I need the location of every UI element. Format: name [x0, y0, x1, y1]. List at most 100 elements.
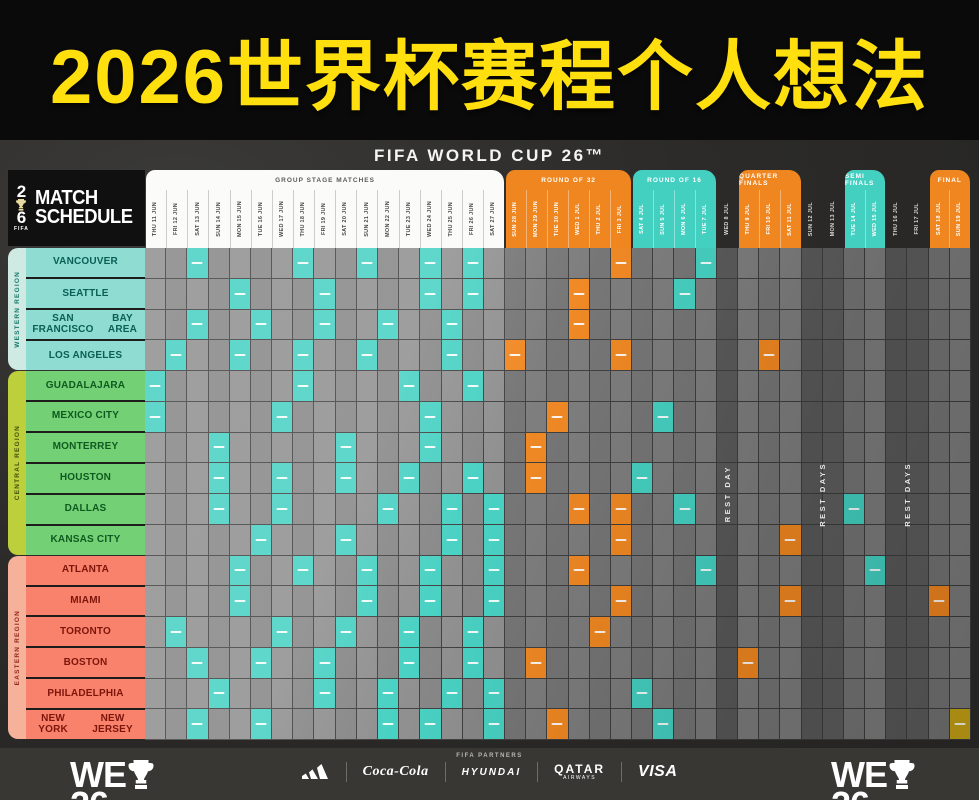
grid-cell	[505, 278, 527, 310]
city-row-boston: BOSTON	[26, 648, 145, 680]
grid-cell	[759, 494, 781, 525]
grid-cell	[674, 586, 696, 617]
grid-cell	[356, 617, 378, 648]
grid-cell	[865, 278, 887, 310]
date-cell: WED 15 JUL	[864, 190, 886, 248]
match-cell	[420, 278, 442, 310]
match-grid-cells	[145, 248, 971, 740]
grid-cell	[293, 709, 315, 740]
match-cell	[695, 248, 717, 279]
city-label: SEATTLE	[62, 287, 109, 299]
grid-cell	[272, 647, 294, 679]
grid-cell	[949, 555, 971, 587]
grid-cell	[695, 586, 717, 617]
grid-cell	[272, 248, 294, 279]
grid-cell	[843, 524, 866, 556]
grid-cell	[653, 278, 675, 310]
grid-cell	[759, 309, 781, 341]
grid-cell	[759, 524, 781, 556]
match-cell	[441, 309, 463, 341]
date-cell: SUN 19 JUL	[949, 190, 970, 248]
match-schedule-line1: MATCH	[34, 187, 98, 209]
match-cell	[250, 709, 273, 740]
date-label: SUN 14 JUN	[215, 201, 222, 237]
grid-cell	[250, 617, 273, 648]
section-dates: SAT 18 JUL SUN 19 JUL	[930, 190, 970, 248]
grid-cell	[886, 248, 908, 279]
grid-cell	[653, 309, 675, 341]
date-label: SAT 20 JUN	[342, 202, 349, 236]
date-cell: THU 18 JUN	[292, 190, 314, 248]
date-label: THU 11 JUN	[152, 201, 159, 237]
grid-cell	[780, 432, 802, 464]
match-cell	[335, 524, 357, 556]
grid-cell	[568, 678, 590, 710]
grid-cell	[250, 371, 273, 402]
grid-cell	[505, 678, 527, 710]
grid-cell	[293, 432, 315, 464]
city-row-los-angeles: LOS ANGELES	[26, 341, 145, 371]
match-cell	[483, 555, 506, 587]
grid-cell	[356, 309, 378, 341]
grid-cell	[759, 401, 781, 433]
grid-cell	[441, 463, 463, 494]
match-cell	[441, 678, 463, 710]
grid-cell	[399, 401, 421, 433]
grid-cell	[462, 309, 484, 341]
city-label: VANCOUVER	[53, 256, 118, 268]
section-dates: SUN 28 JUN MON 29 JUN TUE 30 JUN WED 1 JUL T…	[506, 190, 631, 248]
grid-cell	[547, 248, 569, 279]
date-cell: TUE 16 JUN	[250, 190, 272, 248]
grid-cell	[547, 586, 569, 617]
grid-cell	[187, 278, 209, 310]
city-label: TORONTO	[59, 625, 112, 637]
grid-cell	[483, 617, 506, 648]
grid-cell	[335, 678, 357, 710]
grid-cell	[547, 278, 569, 310]
date-label: TUE 16 JUN	[257, 201, 264, 237]
date-label: THU 9 JUL	[745, 203, 752, 235]
grid-cell	[801, 647, 823, 679]
date-label: MON 13 JUL	[829, 201, 836, 237]
date-cell: SAT 13 JUN	[187, 190, 208, 248]
grid-cell	[738, 309, 760, 341]
date-cell: MON 15 JUN	[229, 190, 251, 248]
header-section-r32: ROUND OF 32 SUN 28 JUN MON 29 JUN TUE 30 JU…	[506, 170, 632, 248]
grid-cell	[674, 432, 696, 464]
grid-cell	[250, 401, 273, 433]
grid-cell	[822, 432, 844, 464]
grid-cell	[886, 647, 908, 679]
match-cell	[272, 617, 294, 648]
grid-cell	[780, 401, 802, 433]
grid-cell	[166, 401, 188, 433]
grid-cell	[653, 617, 675, 648]
grid-cell	[166, 463, 188, 494]
date-label: SUN 21 JUN	[363, 201, 370, 237]
grid-cell	[865, 340, 887, 371]
grid-cell	[547, 340, 569, 371]
grid-cell	[632, 401, 654, 433]
grid-cell	[674, 401, 696, 433]
grid-cell	[547, 463, 569, 494]
grid-cell	[462, 586, 484, 617]
grid-cell	[759, 432, 781, 464]
schedule-poster: FIFA WORLD CUP 26™ 2 6 FIFA MATCH SCHEDU…	[0, 140, 979, 800]
date-label: WED 24 JUN	[426, 200, 433, 237]
grid-cell	[907, 309, 929, 341]
grid-cell	[356, 278, 378, 310]
match-cell	[208, 463, 230, 494]
grid-cell	[229, 248, 251, 279]
grid-cell	[695, 401, 717, 433]
grid-cell	[695, 340, 717, 371]
grid-cell	[293, 309, 315, 341]
grid-cell	[229, 647, 251, 679]
grid-cell	[314, 248, 336, 279]
grid-cell	[653, 432, 675, 464]
grid-cell	[695, 709, 717, 740]
grid-cell	[589, 463, 611, 494]
grid-cell	[272, 678, 294, 710]
grid-cell	[843, 278, 866, 310]
grid-cell	[610, 678, 633, 710]
match-cell	[399, 647, 421, 679]
date-label: TUE 14 JUL	[851, 202, 857, 236]
